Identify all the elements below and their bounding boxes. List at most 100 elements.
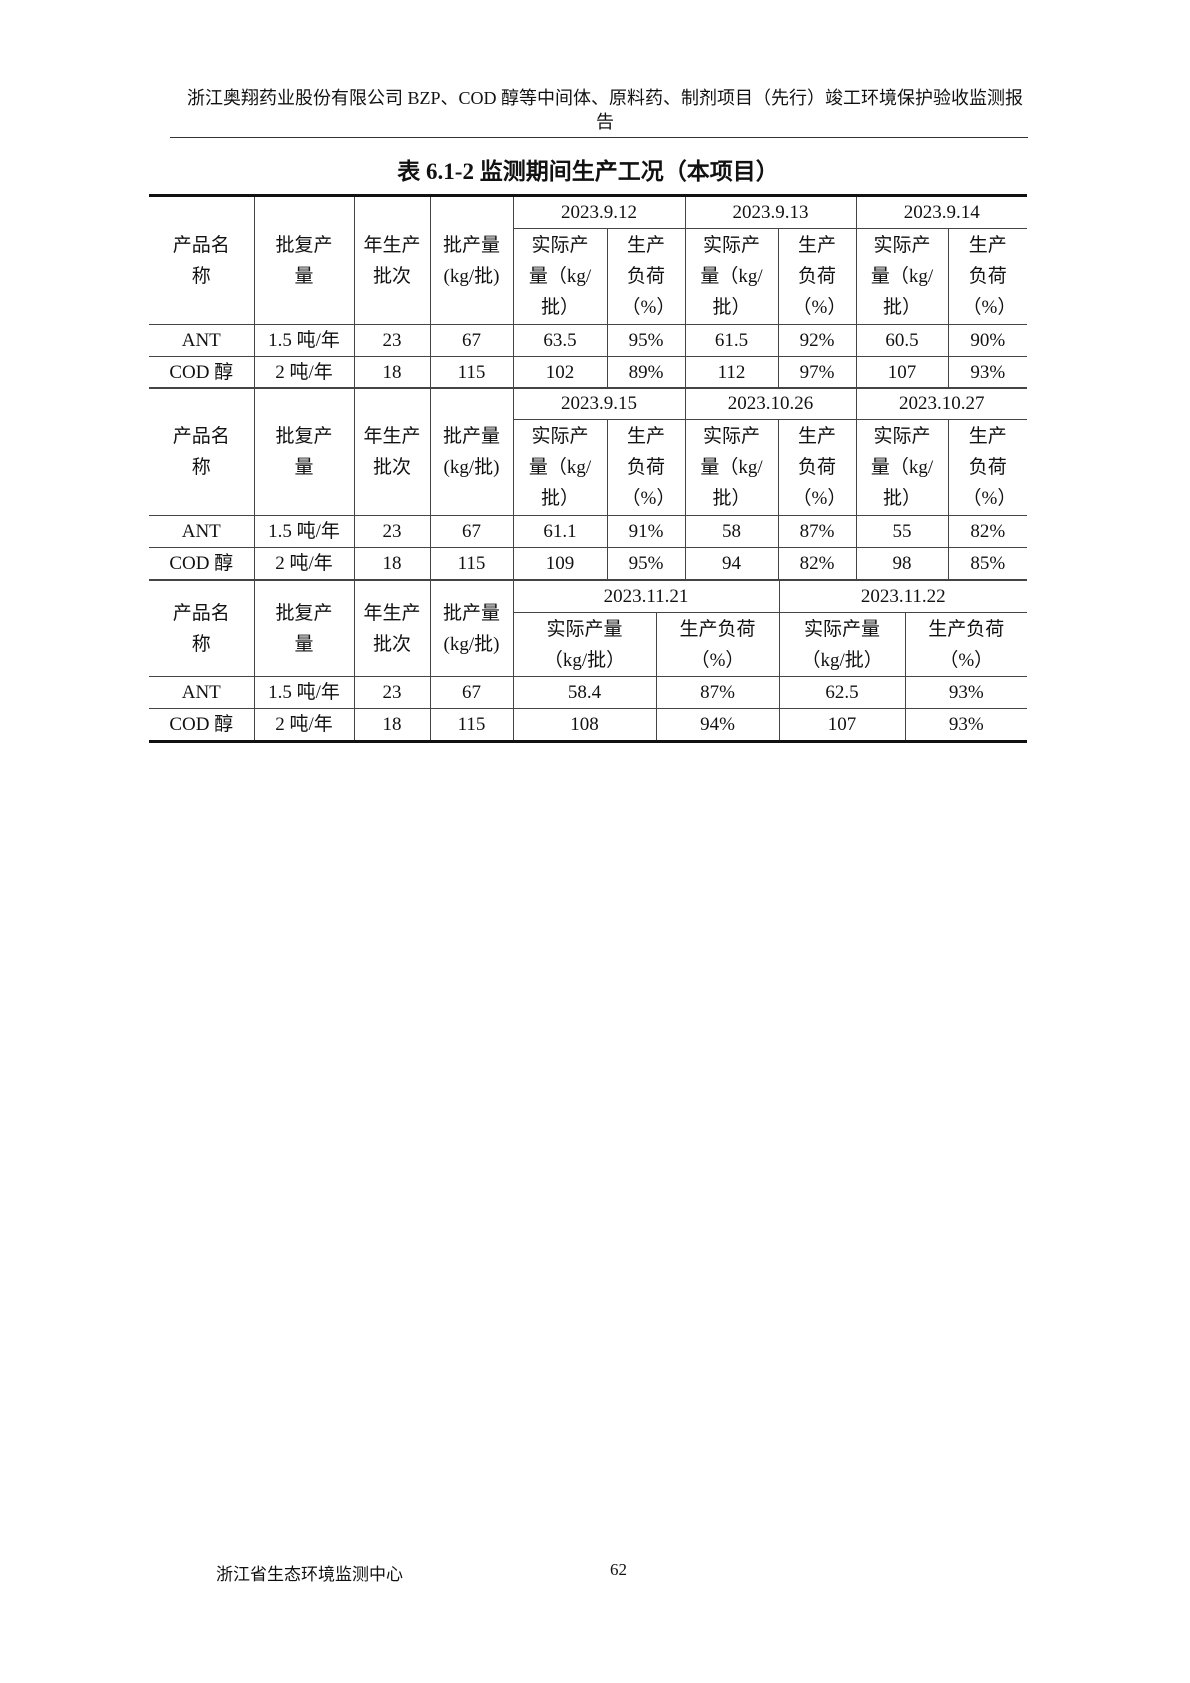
cell-actual-output: 102	[512, 356, 608, 389]
header-approved: 批复产量	[253, 195, 355, 325]
cell-actual-output: 109	[512, 547, 608, 580]
cell-batch-output: 115	[429, 356, 514, 389]
cell-load: 90%	[947, 324, 1027, 357]
date-header: 2023.9.14	[855, 195, 1027, 229]
cell-load: 93%	[904, 708, 1028, 742]
cell-batches: 23	[353, 324, 431, 357]
cell-load: 97%	[777, 356, 857, 389]
cell-load: 82%	[947, 515, 1027, 548]
date-header: 2023.10.26	[684, 387, 857, 420]
cell-load: 95%	[606, 547, 686, 580]
cell-load: 95%	[606, 324, 686, 357]
production-table-section: 产品名称 批复产量 年生产批次 批产量(kg/批) 2023.9.15 2023.10.2…	[149, 387, 1027, 580]
header-batch-output: 批产量(kg/批)	[429, 580, 514, 677]
header-batches: 年生产批次	[353, 387, 431, 516]
cell-approved: 2 吨/年	[253, 547, 355, 580]
cell-batch-output: 67	[429, 515, 514, 548]
date-header: 2023.11.21	[512, 580, 780, 613]
cell-actual-output: 98	[855, 547, 949, 580]
cell-actual-output: 62.5	[778, 676, 906, 709]
cell-load: 91%	[606, 515, 686, 548]
date-header: 2023.11.22	[778, 580, 1028, 613]
cell-load: 89%	[606, 356, 686, 389]
cell-actual-output: 58.4	[512, 676, 657, 709]
header-production-load: 生产负荷（%）	[606, 419, 686, 516]
cell-batch-output: 67	[429, 676, 514, 709]
page-header-line2: 告	[596, 112, 614, 132]
header-approved: 批复产量	[253, 387, 355, 516]
cell-approved: 2 吨/年	[253, 708, 355, 742]
header-actual-output: 实际产量（kg/批）	[855, 228, 949, 325]
header-batch-output: 批产量(kg/批)	[429, 387, 514, 516]
cell-batches: 18	[353, 708, 431, 742]
cell-approved: 2 吨/年	[253, 356, 355, 389]
cell-actual-output: 108	[512, 708, 657, 742]
header-actual-output: 实际产量（kg/批）	[684, 419, 779, 516]
header-actual-output: 实际产量（kg/批）	[513, 612, 657, 677]
table-row: ANT 1.5 吨/年 23 67 63.5 95% 61.5 92% 60.5 90%	[149, 324, 1027, 357]
cell-actual-output: 61.1	[512, 515, 608, 548]
header-batches: 年生产批次	[353, 195, 431, 325]
cell-batches: 23	[353, 515, 431, 548]
date-header: 2023.9.12	[512, 195, 686, 229]
header-production-load: 生产负荷（%）	[655, 612, 780, 677]
header-actual-output: 实际产量（kg/批）	[778, 612, 906, 677]
cell-actual-output: 61.5	[684, 324, 779, 357]
cell-actual-output: 94	[684, 547, 779, 580]
cell-batch-output: 115	[429, 708, 514, 742]
cell-actual-output: 112	[684, 356, 779, 389]
cell-product: ANT	[149, 676, 255, 709]
header-product: 产品名称	[149, 387, 255, 516]
cell-batches: 18	[353, 356, 431, 389]
header-divider	[170, 137, 1028, 138]
date-header: 2023.9.15	[512, 387, 686, 420]
cell-load: 92%	[777, 324, 857, 357]
cell-load: 82%	[777, 547, 857, 580]
header-batch-output: 批产量(kg/批)	[429, 195, 514, 325]
cell-product: COD 醇	[149, 356, 255, 389]
production-table-section: 产品名称 批复产量 年生产批次 批产量(kg/批) 2023.9.12 2023.9.13…	[149, 194, 1027, 389]
cell-actual-output: 60.5	[855, 324, 949, 357]
cell-actual-output: 107	[855, 356, 949, 389]
date-header: 2023.10.27	[855, 387, 1027, 420]
cell-batches: 18	[353, 547, 431, 580]
header-batches: 年生产批次	[353, 580, 431, 677]
cell-product: ANT	[149, 324, 255, 357]
table-row: ANT 1.5 吨/年 23 67 58.4 87% 62.5 93%	[149, 676, 1028, 709]
header-production-load: 生产负荷（%）	[904, 612, 1028, 677]
cell-batch-output: 115	[429, 547, 514, 580]
page-header-line1: 浙江奥翔药业股份有限公司 BZP、COD 醇等中间体、原料药、制剂项目（先行）竣…	[186, 88, 1023, 108]
cell-actual-output: 58	[684, 515, 779, 548]
cell-product: ANT	[149, 515, 255, 548]
header-production-load: 生产负荷（%）	[947, 419, 1027, 516]
cell-load: 93%	[947, 356, 1027, 389]
header-actual-output: 实际产量（kg/批）	[513, 228, 608, 325]
cell-approved: 1.5 吨/年	[253, 676, 355, 709]
header-approved: 批复产量	[253, 580, 355, 677]
cell-product: COD 醇	[149, 547, 255, 580]
header-product: 产品名称	[149, 580, 255, 677]
cell-actual-output: 55	[855, 515, 949, 548]
cell-batch-output: 67	[429, 324, 514, 357]
cell-load: 87%	[655, 676, 780, 709]
cell-actual-output: 107	[778, 708, 906, 742]
date-header: 2023.9.13	[684, 195, 857, 229]
header-actual-output: 实际产量（kg/批）	[684, 228, 779, 325]
header-production-load: 生产负荷（%）	[606, 228, 686, 325]
page-header: 浙江奥翔药业股份有限公司 BZP、COD 醇等中间体、原料药、制剂项目（先行）竣…	[170, 86, 1040, 134]
header-actual-output: 实际产量（kg/批）	[513, 419, 608, 516]
cell-approved: 1.5 吨/年	[253, 515, 355, 548]
cell-approved: 1.5 吨/年	[253, 324, 355, 357]
page-number: 62	[610, 1560, 627, 1579]
table-title: 表 6.1-2 监测期间生产工况（本项目）	[397, 159, 779, 184]
production-table-section: 产品名称 批复产量 年生产批次 批产量(kg/批) 2023.11.21 2023.11.…	[149, 580, 1028, 743]
footer-org: 浙江省生态环境监测中心	[216, 1565, 403, 1584]
cell-load: 87%	[777, 515, 857, 548]
table-row: ANT 1.5 吨/年 23 67 61.1 91% 58 87% 55 82%	[149, 515, 1027, 548]
cell-product: COD 醇	[149, 708, 255, 742]
cell-load: 93%	[904, 676, 1028, 709]
header-product: 产品名称	[149, 195, 255, 325]
